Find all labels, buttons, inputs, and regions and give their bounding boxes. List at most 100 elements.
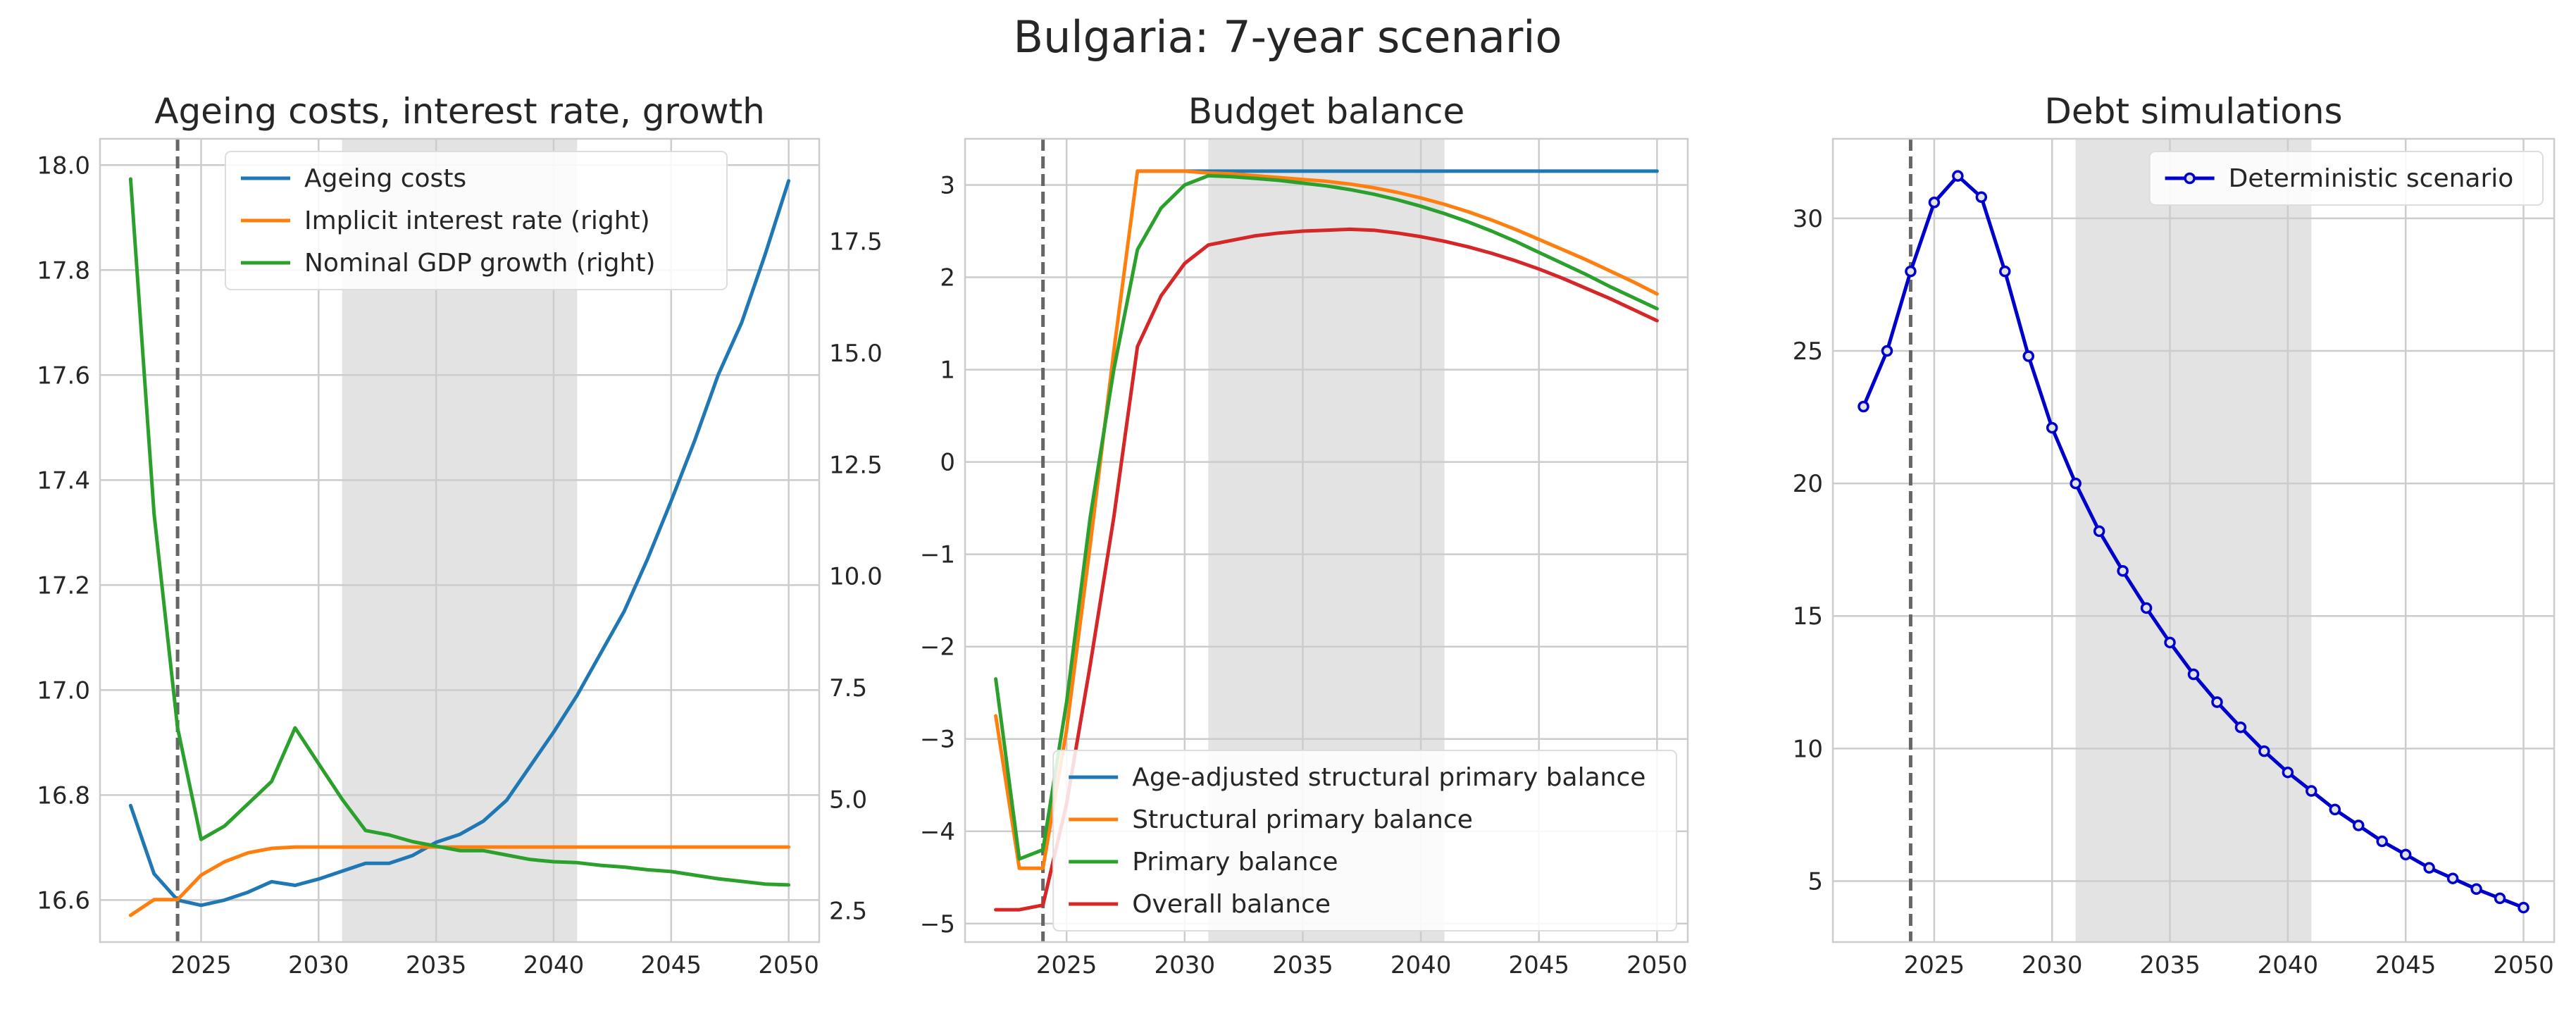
- y2-tick-label: 10.0: [829, 563, 883, 591]
- legend-box: [225, 151, 728, 290]
- data-point: [2446, 872, 2459, 884]
- legend-label: Overall balance: [1132, 890, 1331, 919]
- x-tick-label: 2030: [2022, 951, 2083, 979]
- y-tick-label: −1: [920, 541, 955, 569]
- data-point: [2423, 862, 2435, 874]
- y-tick-label: 17.8: [37, 256, 90, 285]
- y-tick-label: 17.4: [37, 466, 90, 495]
- data-point: [2140, 602, 2153, 614]
- x-tick-label: 2025: [1904, 951, 1965, 979]
- legend-label: Ageing costs: [304, 164, 466, 193]
- x-tick-label: 2025: [1036, 951, 1097, 979]
- x-tick-label: 2050: [2493, 951, 2554, 979]
- series-line-primary-balance: [994, 173, 1659, 861]
- legend-label: Structural primary balance: [1132, 805, 1473, 834]
- legend-box: [1052, 750, 1677, 931]
- data-point: [1881, 345, 1893, 357]
- y-tick-label: 3: [940, 172, 955, 200]
- data-point: [2470, 883, 2482, 896]
- y-tick-label: −3: [920, 726, 955, 754]
- series-line-ageing-costs: [128, 179, 791, 908]
- data-point: [2399, 848, 2412, 861]
- panel-debt-simulations: 2025 2030 2035 2040 2045 205051015202530Debt …: [1793, 91, 2556, 979]
- legend-box: [2148, 151, 2544, 206]
- y-tick-label: −4: [920, 818, 955, 846]
- figure-suptitle: Bulgaria: 7-year scenario: [1014, 11, 1562, 63]
- panel-title: Ageing costs, interest rate, growth: [154, 91, 765, 132]
- y-tick-label: 20: [1793, 470, 1823, 498]
- data-point: [2187, 668, 2200, 681]
- x-tick-label: 2050: [1626, 951, 1688, 979]
- y2-tick-label: 12.5: [829, 451, 883, 479]
- legend-label: Age-adjusted structural primary balance: [1132, 763, 1645, 792]
- data-point: [2352, 819, 2365, 831]
- data-point: [1905, 265, 1917, 278]
- data-point: [2234, 721, 2247, 733]
- legend: Deterministic scenario: [2148, 151, 2544, 206]
- panel-ageing-costs: 2025 2030 2035 2040 2045 2050 16.6 16.8 17.0 17.2…: [37, 91, 882, 979]
- x-tick-label: 2040: [523, 951, 585, 979]
- y-tick-label: 0: [940, 449, 955, 477]
- x-tick-label: 2040: [1390, 951, 1452, 979]
- x-tick-label: 2045: [1508, 951, 1569, 979]
- y-tick-label: 25: [1793, 338, 1823, 366]
- legend: Age-adjusted structural primary balance S…: [1052, 750, 1677, 931]
- data-point: [2117, 565, 2129, 577]
- data-point: [2022, 350, 2035, 362]
- data-point: [2518, 901, 2530, 914]
- legend-label: Primary balance: [1132, 848, 1338, 877]
- x-tick-label: 2025: [170, 951, 232, 979]
- legend-label: Nominal GDP growth (right): [304, 249, 656, 278]
- data-point: [2494, 892, 2506, 905]
- x-tick-label: 2030: [1155, 951, 1216, 979]
- data-point: [2046, 421, 2058, 434]
- panel-title: Budget balance: [1188, 91, 1465, 132]
- y2-tick-label: 17.5: [829, 228, 883, 256]
- data-point: [2306, 785, 2317, 797]
- y-tick-label: 18.0: [37, 151, 90, 180]
- y2-tick-label: 5.0: [829, 786, 867, 814]
- y-tick-label: 16.8: [37, 781, 90, 810]
- axes-frame: [1831, 137, 2556, 943]
- x-tick-label: 2030: [288, 951, 349, 979]
- data-point: [1928, 197, 1941, 209]
- legend-marker: [2184, 172, 2196, 185]
- data-point: [2211, 696, 2223, 708]
- y-tick-label: 17.0: [37, 676, 90, 705]
- x-tick-label: 2035: [1272, 951, 1333, 979]
- data-point: [1858, 400, 1869, 413]
- data-point: [2329, 803, 2341, 816]
- series-line-implicit-interest-rate-right: [128, 845, 791, 917]
- y-tick-label: 17.2: [37, 571, 90, 600]
- y-tick-label: 16.6: [37, 886, 90, 915]
- panel-budget-balance: 2025 2030 2035 2040 2045 2050 −5 −4 −3 −2 −1 0 1 2 3 Bu…: [920, 91, 1689, 979]
- data-point: [2070, 477, 2082, 490]
- data-point: [2282, 766, 2294, 779]
- y-tick-label: 1: [940, 357, 955, 385]
- panel-title: Debt simulations: [2044, 91, 2342, 132]
- y-tick-label: −2: [920, 633, 955, 662]
- y-tick-label: −5: [920, 910, 955, 939]
- y-tick-label: 17.6: [37, 361, 90, 390]
- data-point: [2164, 636, 2176, 649]
- y2-tick-label: 15.0: [829, 340, 883, 368]
- data-point: [1952, 170, 1964, 182]
- data-point: [1975, 191, 1988, 204]
- y-tick-label: 30: [1793, 205, 1823, 233]
- data-point: [2258, 745, 2270, 757]
- x-tick-label: 2045: [641, 951, 702, 979]
- x-tick-label: 2035: [2139, 951, 2201, 979]
- legend-label: Implicit interest rate (right): [304, 206, 650, 235]
- y2-tick-label: 2.5: [829, 898, 867, 926]
- data-point: [1999, 265, 2011, 278]
- y-tick-label: 5: [1807, 867, 1823, 896]
- shaded-period: [2075, 139, 2312, 942]
- axes-frame: [964, 137, 1689, 943]
- axes-frame: [99, 137, 821, 943]
- legend-label: Deterministic scenario: [2229, 164, 2514, 193]
- x-tick-label: 2050: [758, 951, 819, 979]
- series-line-nominal-gdp-growth-right: [128, 177, 791, 887]
- y-tick-label: 10: [1793, 735, 1823, 763]
- data-point: [2376, 835, 2388, 848]
